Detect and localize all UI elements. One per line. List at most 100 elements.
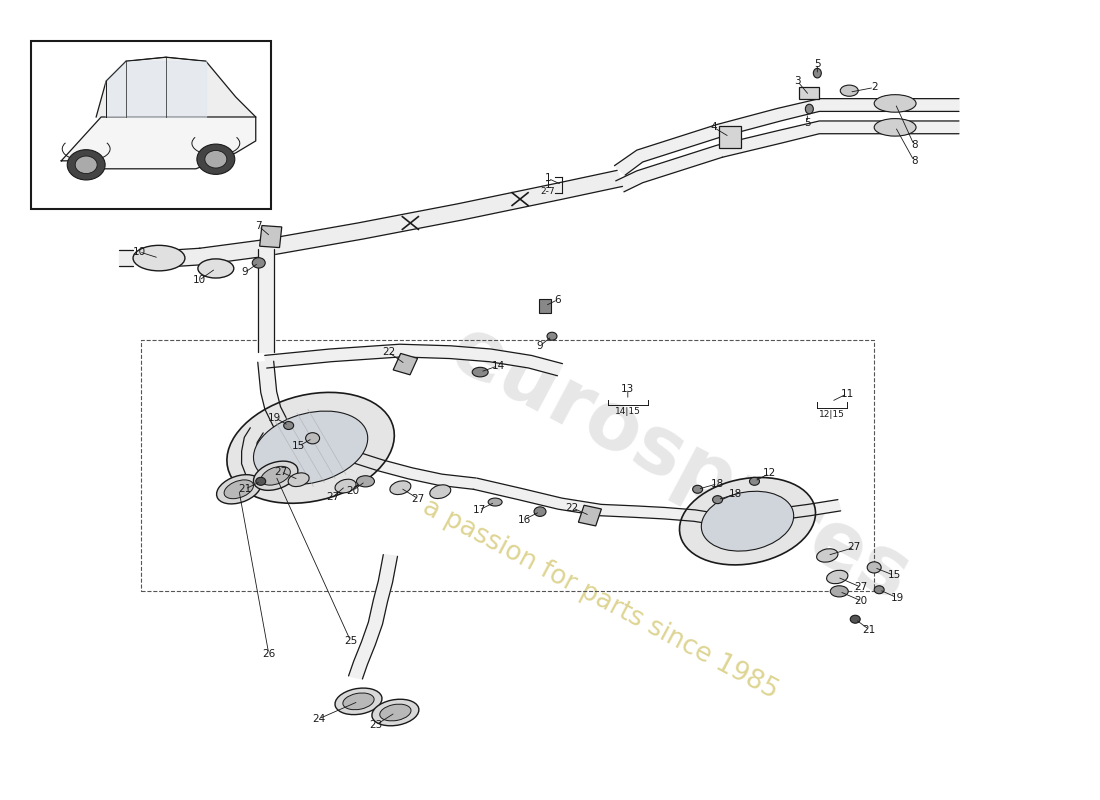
Ellipse shape (75, 156, 97, 174)
Text: 9: 9 (242, 267, 249, 278)
Ellipse shape (693, 486, 703, 494)
Polygon shape (242, 428, 263, 475)
Polygon shape (784, 500, 840, 519)
Text: 5: 5 (814, 58, 821, 69)
Text: 18: 18 (711, 478, 724, 489)
Ellipse shape (874, 586, 884, 594)
Text: 8: 8 (911, 156, 917, 166)
Ellipse shape (217, 474, 261, 504)
Text: 13: 13 (621, 384, 635, 394)
Text: a passion for parts since 1985: a passion for parts since 1985 (418, 494, 782, 705)
Text: 2: 2 (871, 82, 878, 93)
Ellipse shape (252, 258, 265, 268)
Text: 10: 10 (192, 275, 206, 286)
Ellipse shape (680, 478, 815, 565)
Polygon shape (616, 146, 723, 192)
Text: 11: 11 (840, 389, 854, 398)
Text: 14: 14 (492, 361, 505, 370)
Polygon shape (119, 250, 133, 266)
Polygon shape (265, 344, 562, 376)
Polygon shape (257, 249, 274, 352)
Bar (31, 42, 271, 209)
Ellipse shape (816, 549, 838, 562)
Ellipse shape (336, 688, 382, 714)
Ellipse shape (227, 392, 394, 503)
Text: 25: 25 (344, 636, 358, 646)
Text: 2-7: 2-7 (541, 186, 556, 196)
Text: 19: 19 (268, 413, 282, 422)
Ellipse shape (488, 498, 502, 506)
Ellipse shape (547, 332, 557, 340)
Ellipse shape (379, 704, 411, 721)
Polygon shape (96, 57, 255, 117)
Ellipse shape (133, 246, 185, 271)
Ellipse shape (284, 422, 294, 430)
Bar (579, 506, 602, 526)
Ellipse shape (534, 507, 546, 516)
Text: 19: 19 (891, 593, 904, 602)
Text: 20: 20 (345, 486, 359, 496)
Ellipse shape (67, 150, 106, 180)
Ellipse shape (389, 481, 411, 494)
Bar (260, 226, 282, 247)
Ellipse shape (205, 150, 227, 168)
Polygon shape (106, 61, 127, 117)
Text: 26: 26 (262, 649, 275, 658)
Ellipse shape (356, 476, 374, 487)
Polygon shape (615, 125, 723, 175)
Ellipse shape (253, 461, 298, 490)
Text: 8: 8 (911, 140, 917, 150)
Ellipse shape (805, 104, 813, 114)
Text: 16: 16 (517, 514, 530, 525)
Text: 22: 22 (565, 502, 579, 513)
Ellipse shape (850, 615, 860, 623)
Text: 21: 21 (238, 484, 252, 494)
Ellipse shape (372, 699, 419, 726)
Polygon shape (175, 248, 201, 266)
Ellipse shape (430, 485, 451, 498)
Text: 5: 5 (804, 118, 811, 127)
Ellipse shape (472, 367, 488, 377)
Ellipse shape (288, 473, 309, 486)
Ellipse shape (813, 68, 822, 78)
Text: 4: 4 (711, 122, 717, 132)
Ellipse shape (261, 466, 290, 485)
Text: 15: 15 (292, 442, 306, 451)
Ellipse shape (255, 478, 266, 486)
Ellipse shape (197, 144, 234, 174)
Ellipse shape (749, 478, 759, 486)
Ellipse shape (867, 562, 881, 573)
Bar (718, 126, 740, 148)
Text: 27: 27 (848, 542, 861, 553)
Ellipse shape (343, 693, 374, 710)
Ellipse shape (336, 479, 356, 493)
Text: 18: 18 (729, 489, 743, 499)
Text: 27: 27 (274, 466, 287, 477)
Text: 12: 12 (762, 468, 777, 478)
Polygon shape (717, 121, 959, 158)
Text: 9: 9 (537, 341, 543, 350)
Ellipse shape (874, 94, 916, 112)
Ellipse shape (713, 496, 723, 504)
Text: 14|15: 14|15 (615, 406, 640, 416)
Text: 27: 27 (326, 492, 339, 502)
Text: 27: 27 (855, 582, 868, 592)
Polygon shape (199, 170, 623, 265)
Ellipse shape (702, 491, 794, 551)
Ellipse shape (198, 259, 234, 278)
Text: 20: 20 (855, 596, 868, 606)
Bar (393, 354, 418, 375)
Text: 7: 7 (255, 222, 262, 231)
Polygon shape (473, 478, 711, 524)
Text: 3: 3 (794, 76, 801, 86)
Text: 6: 6 (554, 294, 561, 305)
Text: 22: 22 (382, 347, 395, 357)
Polygon shape (62, 117, 255, 169)
Ellipse shape (830, 586, 848, 597)
Text: eurospares: eurospares (437, 310, 923, 618)
Text: 12|15: 12|15 (820, 410, 845, 419)
Polygon shape (348, 450, 476, 490)
Text: 21: 21 (862, 625, 876, 634)
Ellipse shape (253, 411, 367, 485)
Text: 23: 23 (368, 720, 382, 730)
